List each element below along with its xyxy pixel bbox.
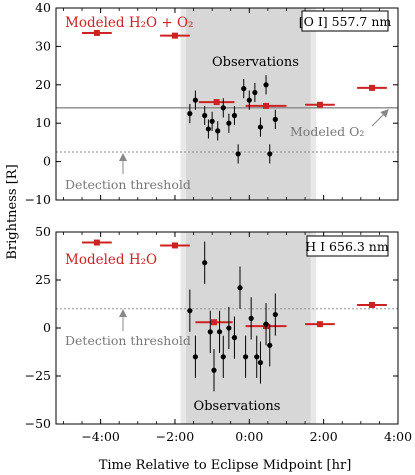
- line-box: [306, 235, 389, 257]
- model-point: [368, 301, 375, 308]
- observations-label: Observations: [212, 55, 299, 70]
- observation-point: [267, 151, 273, 157]
- observation-point: [257, 359, 264, 366]
- observation-point: [187, 111, 193, 117]
- y-tick-label: 30: [35, 38, 51, 53]
- eclipse-band: [180, 8, 317, 200]
- observation-point: [257, 124, 264, 130]
- observation-point: [237, 285, 243, 291]
- y-tick-label: 50: [35, 224, 51, 239]
- x-tick-label: 0:00: [235, 429, 263, 444]
- model-point: [93, 239, 100, 246]
- eclipse-band-inner: [186, 8, 311, 200]
- model-label: Modeled H₂O: [65, 252, 157, 268]
- observation-point: [216, 329, 223, 335]
- model-point: [368, 84, 375, 91]
- observations-label: Observations: [194, 399, 281, 414]
- observation-point: [192, 97, 199, 103]
- model-point: [171, 32, 178, 39]
- o2-arrow: [371, 109, 389, 127]
- y-tick-label: −25: [25, 368, 51, 383]
- observation-point: [242, 354, 249, 360]
- observation-series: [187, 75, 278, 164]
- observation-point: [220, 354, 226, 360]
- model-point: [263, 102, 270, 109]
- observation-point: [215, 128, 221, 134]
- line-box-label: [O I] 557.7 nm: [299, 14, 392, 29]
- observation-point: [202, 112, 208, 119]
- y-tick-label: 0: [43, 320, 51, 335]
- observation-point: [209, 118, 215, 124]
- observation-point: [263, 82, 269, 88]
- observation-point: [211, 367, 217, 373]
- observation-point: [202, 260, 208, 266]
- y-tick-label: −10: [25, 192, 51, 207]
- observation-point: [231, 112, 238, 119]
- y-axis-title: Brightness [R]: [5, 164, 20, 259]
- model-point: [316, 321, 323, 328]
- observation-point: [220, 105, 226, 111]
- observation-point: [254, 354, 260, 360]
- model-point: [213, 99, 220, 106]
- observation-point: [205, 126, 212, 132]
- observation-point: [235, 151, 241, 157]
- observation-point: [272, 116, 278, 122]
- y-tick-label: 20: [35, 77, 51, 92]
- x-tick-label: 4:00: [384, 429, 412, 444]
- observation-point: [267, 342, 273, 348]
- x-tick-label: −4:00: [81, 429, 120, 444]
- model-series: [82, 29, 387, 109]
- model-point: [93, 29, 100, 36]
- line-box: [301, 10, 389, 32]
- observation-point: [187, 308, 193, 314]
- threshold-label: Detection threshold: [65, 177, 191, 192]
- hydrogen-panel: −50 −25 0 25 50 −4:00 −2:00 0:00 2:00 4:00 Model…: [25, 224, 412, 444]
- observation-point: [252, 89, 258, 96]
- oxygen-panel: −10 0 10 20 30 40 Modeled H₂O + O₂ Observatio…: [25, 0, 399, 207]
- observation-point: [226, 325, 232, 331]
- observation-point: [246, 97, 252, 103]
- reference-lines: [56, 107, 398, 153]
- y-tick-label: 10: [35, 115, 51, 130]
- x-tick-label: 2:00: [310, 429, 338, 444]
- observation-point: [192, 354, 199, 360]
- observation-point: [207, 329, 213, 335]
- y-axis-ticks: −50 −25 0 25 50: [25, 224, 398, 431]
- observation-point: [241, 86, 247, 92]
- y-tick-label: 0: [43, 154, 51, 169]
- y-tick-label: −50: [25, 416, 51, 431]
- y-tick-label: 40: [35, 0, 51, 15]
- observation-series: [187, 241, 278, 392]
- model-point: [210, 319, 217, 326]
- x-axis-ticks: −4:00 −2:00 0:00 2:00 4:00: [63, 232, 412, 444]
- observation-point: [231, 335, 238, 341]
- threshold-label: Detection threshold: [65, 333, 191, 348]
- x-tick-label: −2:00: [156, 429, 195, 444]
- y-axis-ticks: −10 0 10 20 30 40: [25, 0, 398, 207]
- line-box-label: H I 656.3 nm: [305, 239, 389, 254]
- model-label: Modeled H₂O + O₂: [65, 15, 193, 31]
- observation-point: [248, 315, 254, 321]
- model-point: [171, 242, 178, 249]
- o2-label: Modeled O₂: [290, 124, 364, 139]
- model-point: [316, 101, 323, 108]
- observation-point: [263, 321, 269, 327]
- plot-frame: [55, 7, 399, 201]
- y-tick-label: 25: [35, 272, 51, 287]
- observation-point: [226, 120, 232, 126]
- observation-point: [272, 311, 278, 318]
- eclipse-band: [180, 232, 317, 424]
- x-axis-title: Time Relative to Eclipse Midpoint [hr]: [99, 458, 352, 473]
